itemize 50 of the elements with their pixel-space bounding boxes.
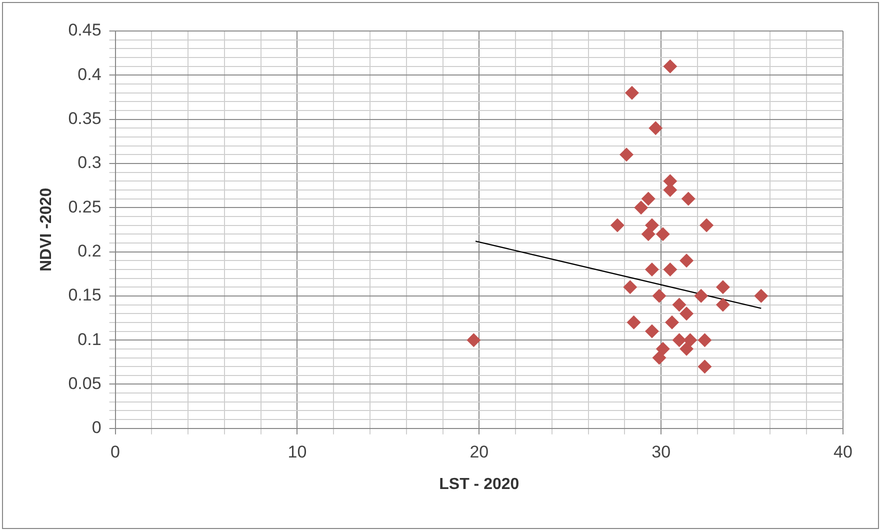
point [656,342,670,356]
x-tick-label: 10 [288,442,307,462]
y-tick-label: 0.05 [68,374,102,393]
point [641,227,656,242]
point [644,324,659,338]
point [623,280,638,294]
point [680,254,694,268]
point [698,333,712,348]
point [716,298,730,312]
y-axis-title: NDVI -2020 [38,188,56,272]
point [644,218,659,232]
point [644,262,659,276]
y-tick-label: 0.4 [78,64,102,84]
y-tick-label: 0.1 [78,330,102,349]
point [641,192,656,206]
x-tick-label: 20 [470,442,489,462]
x-tick-label: 0 [110,442,120,462]
point [754,288,768,303]
x-axis-title: LST - 2020 [439,476,520,493]
point [656,227,670,242]
point [652,288,666,303]
y-tick-label: 0.3 [78,153,102,172]
y-tick-label: 0.45 [68,20,102,40]
y-tick-label: 0.2 [78,241,102,260]
point [626,315,641,330]
point [610,218,624,232]
point [680,306,694,321]
y-tick-label: 0.35 [68,109,102,128]
x-tick-label: 30 [652,442,671,462]
point [672,333,686,348]
point [716,280,730,294]
y-tick-label: 0.25 [68,197,102,216]
point [694,288,708,303]
point [664,315,679,330]
y-tick-label: 0.15 [68,286,102,305]
point [624,86,639,100]
point [672,298,686,312]
y-tick-label: 0 [92,418,102,438]
x-tick-label: 40 [834,442,852,462]
point [620,148,634,162]
point [663,59,678,74]
point [466,333,481,348]
point [634,200,648,215]
point [680,342,694,356]
point [663,262,678,276]
point [698,360,712,374]
point [681,192,696,206]
point [700,218,714,232]
point [648,121,663,136]
point [652,350,666,365]
